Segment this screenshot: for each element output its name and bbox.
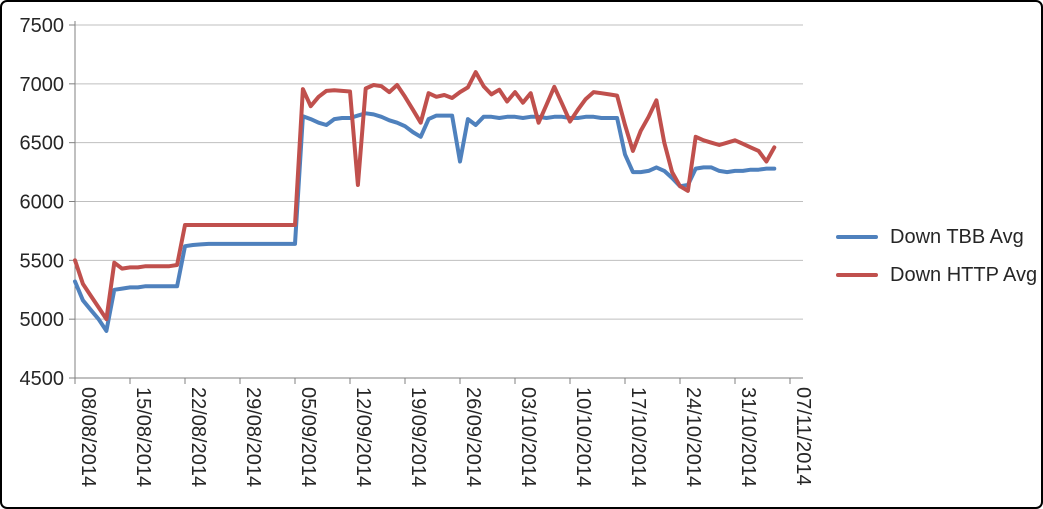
x-axis-label: 29/08/2014 [242,387,264,487]
legend: Down TBB Avg Down HTTP Avg [836,218,1037,294]
x-axis-label: 15/08/2014 [132,387,154,487]
x-axis-label: 07/11/2014 [792,387,814,486]
series-line-down-tbb-avg [73,111,777,333]
y-axis-label: 5000 [20,309,65,331]
x-axis-label: 19/09/2014 [407,387,429,487]
x-axis-label: 26/09/2014 [462,387,484,487]
y-axis-label: 6000 [20,192,65,214]
legend-label-down-http-avg: Down HTTP Avg [890,263,1038,286]
x-axis-label: 17/10/2014 [627,387,649,487]
legend-item-down-tbb-avg[interactable]: Down TBB Avg [836,218,1037,256]
y-axis-label: 4500 [20,368,65,390]
y-axis-label: 7500 [20,15,65,37]
legend-item-down-http-avg[interactable]: Down HTTP Avg [836,256,1037,294]
http-line-swatch-icon [836,273,878,277]
series-line-down-http-avg [73,70,777,322]
y-axis-label: 7000 [20,74,65,96]
y-axis-label: 5500 [20,250,65,272]
tbb-line-swatch-icon [836,235,878,239]
x-axis-label: 03/10/2014 [517,387,539,487]
x-axis-label: 10/10/2014 [572,387,594,487]
y-axis-label: 6500 [20,133,65,155]
x-axis-label: 31/10/2014 [737,387,759,487]
x-axis-label: 05/09/2014 [297,387,319,487]
x-axis-label: 24/10/2014 [682,387,704,487]
x-axis-label: 22/08/2014 [187,387,209,487]
x-axis-label: 12/09/2014 [352,387,374,487]
legend-label-down-tbb-avg: Down TBB Avg [890,225,1024,248]
x-axis-label: 08/08/2014 [77,387,99,487]
